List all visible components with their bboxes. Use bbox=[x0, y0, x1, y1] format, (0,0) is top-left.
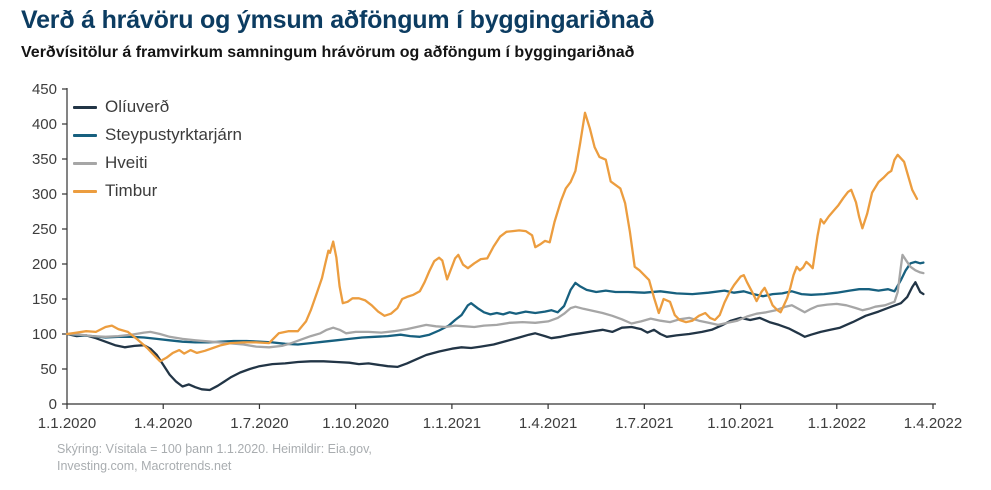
chart-legend: Olíuverð Steypustyrktarjárn Hveiti Timbu… bbox=[73, 93, 242, 205]
legend-swatch-timbur bbox=[73, 189, 97, 193]
y-tick-label: 100 bbox=[32, 326, 57, 343]
legend-swatch-hveiti bbox=[73, 161, 97, 165]
y-tick-label: 50 bbox=[40, 361, 57, 378]
legend-item-oliuverd: Olíuverð bbox=[73, 93, 242, 121]
x-tick-label: 1.1.2021 bbox=[423, 415, 481, 432]
y-tick-label: 0 bbox=[49, 396, 57, 413]
series-line-timbur bbox=[65, 111, 919, 363]
y-tick-label: 200 bbox=[32, 256, 57, 273]
y-tick-label: 350 bbox=[32, 151, 57, 168]
y-tick-label: 400 bbox=[32, 116, 57, 133]
legend-item-timbur: Timbur bbox=[73, 177, 242, 205]
y-tick-label: 250 bbox=[32, 221, 57, 238]
legend-swatch-steypustyrktarjarn bbox=[73, 133, 97, 137]
legend-label-timbur: Timbur bbox=[105, 181, 158, 200]
series-line-hveiti bbox=[65, 253, 925, 349]
x-tick-label: 1.4.2021 bbox=[519, 415, 577, 432]
x-tick-label: 1.7.2020 bbox=[230, 415, 288, 432]
series-line-steypustyrktarjarn bbox=[65, 260, 925, 346]
legend-item-hveiti: Hveiti bbox=[73, 149, 242, 177]
y-tick-label: 450 bbox=[32, 81, 57, 98]
chart-subtitle: Verðvísitölur á framvirkum samningum hrá… bbox=[21, 44, 635, 61]
x-tick-label: 1.10.2021 bbox=[707, 415, 774, 432]
source-note-line2: Investing.com, Macrotrends.net bbox=[57, 459, 232, 473]
x-tick-label: 1.4.2020 bbox=[134, 415, 192, 432]
legend-label-hveiti: Hveiti bbox=[105, 153, 148, 172]
x-tick-label: 1.10.2020 bbox=[322, 415, 389, 432]
series-line-oliuverd bbox=[65, 281, 925, 392]
source-note: Skýring: Vísitala = 100 þann 1.1.2020. H… bbox=[57, 441, 372, 475]
source-note-line1: Skýring: Vísitala = 100 þann 1.1.2020. H… bbox=[57, 442, 372, 456]
legend-swatch-oliuverd bbox=[73, 105, 97, 109]
legend-label-steypustyrktarjarn: Steypustyrktarjárn bbox=[105, 125, 242, 144]
x-tick-label: 1.7.2021 bbox=[615, 415, 673, 432]
y-tick-label: 150 bbox=[32, 291, 57, 308]
x-tick-label: 1.1.2022 bbox=[808, 415, 866, 432]
x-tick-label: 1.4.2022 bbox=[904, 415, 962, 432]
legend-item-steypustyrktarjarn: Steypustyrktarjárn bbox=[73, 121, 242, 149]
page-title: Verð á hrávöru og ýmsum aðföngum í byggi… bbox=[21, 6, 655, 34]
x-tick-label: 1.1.2020 bbox=[38, 415, 96, 432]
y-tick-label: 300 bbox=[32, 186, 57, 203]
legend-label-oliuverd: Olíuverð bbox=[105, 97, 170, 116]
